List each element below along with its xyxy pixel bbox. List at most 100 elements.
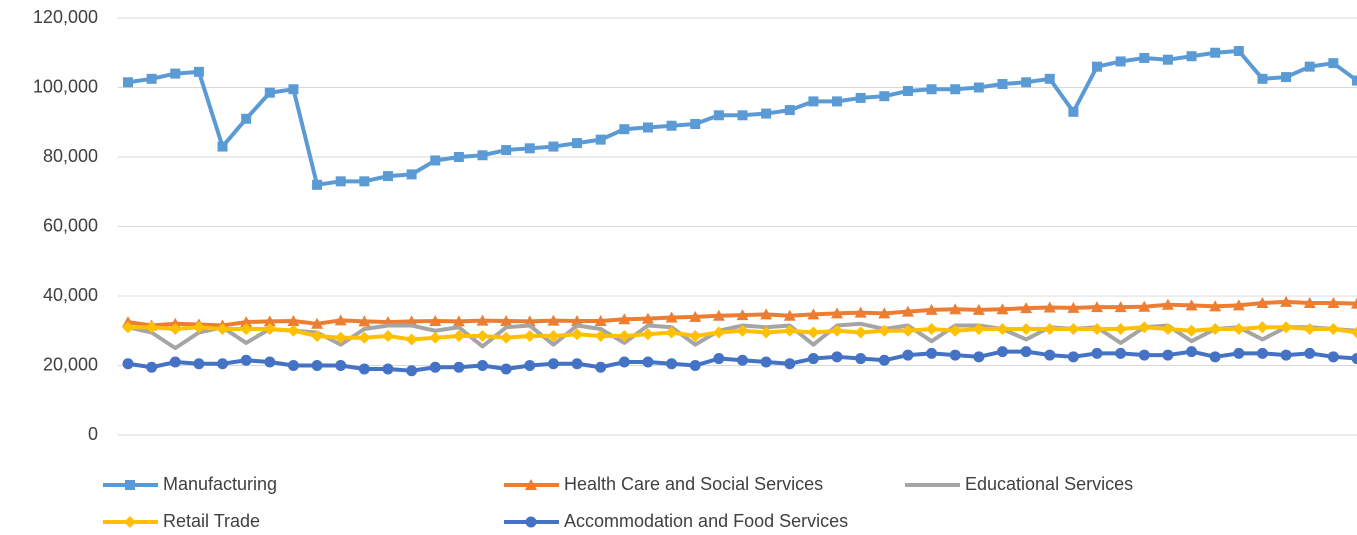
data-point [240,323,253,336]
data-point [784,358,796,370]
data-point [1114,323,1127,336]
data-point [453,361,465,373]
data-point [1115,56,1126,67]
data-point [122,358,134,370]
data-point [807,326,820,339]
data-point [1328,58,1339,69]
data-point [665,311,678,323]
data-point [642,356,654,368]
y-tick-label: 100,000 [33,76,98,96]
data-point [760,326,773,339]
data-point [1256,296,1269,308]
data-point [335,360,347,371]
data-point [760,356,772,368]
data-point [429,361,441,373]
data-point [547,329,560,342]
data-point [831,307,844,319]
data-point [146,361,158,373]
data-point [1327,323,1340,336]
data-point [193,66,204,77]
data-point [1185,324,1198,337]
data-point [548,141,559,152]
y-tick-label: 0 [88,424,98,444]
data-point [973,351,985,363]
data-point [1256,321,1269,334]
data-point [1091,301,1104,313]
data-point [335,176,346,187]
data-point [358,363,370,375]
data-point [713,353,725,365]
data-point [594,315,607,327]
data-point [736,309,749,321]
data-point [547,358,559,370]
data-point [618,356,630,368]
data-point [902,85,913,96]
data-point [500,315,513,327]
data-point [1115,347,1127,359]
data-point [689,310,702,322]
data-point [878,307,891,319]
data-point [784,105,795,116]
data-point [1139,52,1150,63]
data-point [406,365,418,377]
data-point [642,122,653,133]
data-point [169,356,181,368]
data-point [1233,46,1244,57]
data-point [263,323,276,336]
data-point [358,315,371,327]
data-point [240,316,253,328]
data-point [334,314,347,326]
data-point [312,179,323,190]
data-point [145,321,158,334]
data-point [1233,347,1245,359]
data-point [476,329,489,342]
data-point [926,347,938,359]
data-point [1232,323,1245,336]
data-point [1068,106,1079,117]
data-point [572,138,583,149]
data-point [1114,301,1127,313]
data-point [1138,300,1151,312]
data-point [477,150,488,161]
legend-marker [125,480,135,490]
data-point [736,324,749,337]
data-point [665,326,678,339]
data-point [1209,351,1221,363]
data-point [405,333,418,346]
data-point [1044,73,1055,84]
data-point [831,324,844,337]
data-point [901,324,914,337]
data-point [429,331,442,344]
data-point [217,141,228,152]
data-point [666,120,677,131]
legend-marker [525,516,537,528]
plot-area [122,46,1357,377]
data-point [618,329,631,342]
data-point [477,360,489,371]
data-point [618,313,631,325]
data-point [193,358,205,370]
data-point [263,315,276,327]
data-point [641,328,654,341]
data-point [1186,346,1198,358]
data-point [146,73,157,84]
data-point [334,331,347,344]
data-point [476,314,489,326]
data-point [287,315,300,327]
data-point [1091,323,1104,336]
data-point [452,329,465,342]
data-point [453,152,464,162]
data-point [783,324,796,337]
data-point [241,113,252,124]
data-point [855,92,866,103]
data-point [594,329,607,342]
data-point [571,358,583,370]
data-point [429,315,442,327]
data-point [972,303,985,315]
data-point [264,87,275,98]
data-point [170,68,181,79]
data-point [217,358,229,370]
data-point [808,96,819,107]
data-point [1327,351,1339,363]
data-point [1210,47,1221,58]
